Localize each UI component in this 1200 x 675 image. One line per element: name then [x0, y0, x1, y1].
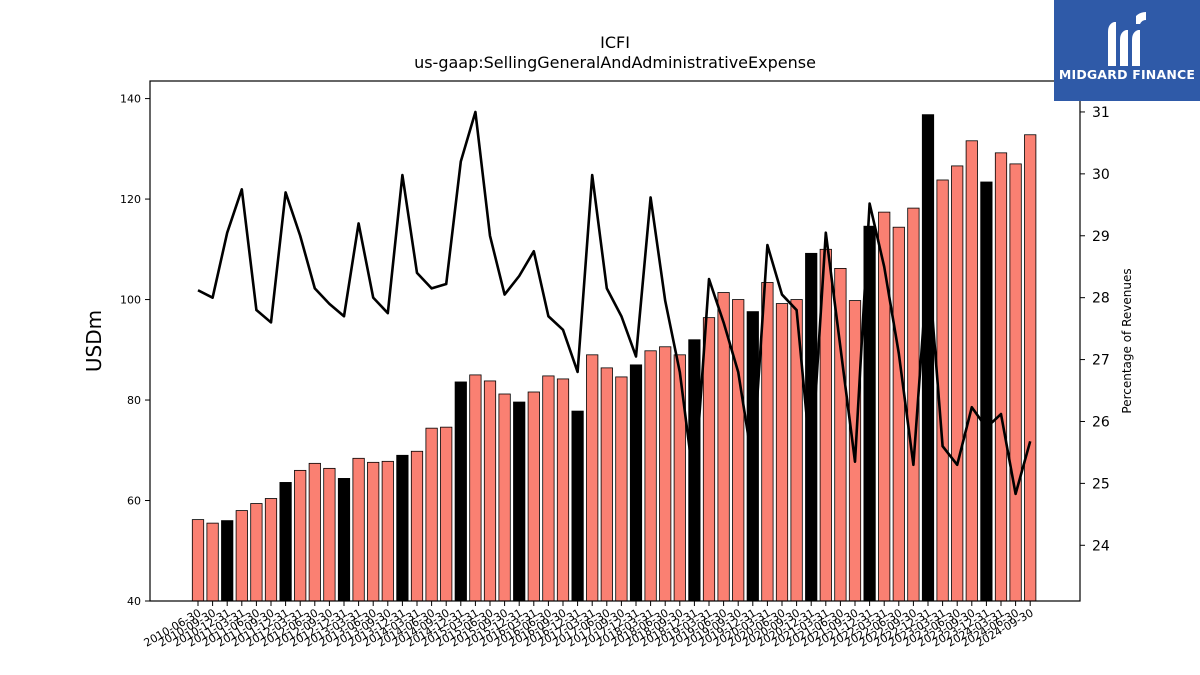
- y2-tick-label: 30: [1092, 167, 1110, 183]
- bar-2016-09-30: [556, 378, 570, 602]
- plot-frame: [149, 80, 1081, 602]
- bar-2011-09-30: [264, 498, 278, 602]
- brand-logo: MIDGARD FINANCE: [1054, 0, 1200, 101]
- bar-2012-09-30: [323, 467, 336, 602]
- bar-2019-03-31: [702, 317, 716, 602]
- bar-2014-03-31: [410, 450, 424, 602]
- y2-tick-label: 26: [1092, 414, 1110, 430]
- y2-tick-label: 27: [1092, 353, 1110, 369]
- y-axis-label: USDm: [82, 310, 106, 372]
- y2-tick-label: 24: [1092, 538, 1110, 554]
- y2-tick-label: 28: [1092, 291, 1110, 307]
- percentage-line: [197, 110, 1032, 496]
- bar-2016-12-31: [571, 410, 584, 602]
- bar-2018-09-30: [673, 354, 686, 602]
- bar-2017-03-31: [586, 354, 599, 602]
- y-tick-label: 60: [127, 495, 141, 508]
- bar-2011-06-30: [250, 503, 263, 602]
- bar-2014-12-31: [454, 381, 467, 602]
- y-axis-left: 40 60 80 100 120 140: [120, 93, 150, 608]
- bar-2014-09-30: [440, 426, 453, 602]
- bar-2023-09-30: [965, 140, 978, 602]
- bar-2013-03-31: [352, 457, 365, 602]
- bar-2017-06-30: [600, 367, 613, 602]
- bar-2022-06-30: [892, 226, 905, 602]
- logo-icon: [1108, 12, 1146, 66]
- bar-2015-12-31: [513, 401, 526, 602]
- bar-2018-06-30: [659, 346, 672, 602]
- bar-2012-12-31: [337, 478, 351, 602]
- x-axis: 2010-06-302010-09-302010-12-312011-03-31…: [142, 601, 1036, 650]
- y-tick-label: 100: [120, 294, 141, 307]
- y2-axis-label: Percentage of Revenues: [1120, 268, 1134, 413]
- y2-tick-label: 31: [1092, 105, 1110, 121]
- bar-2023-06-30: [951, 165, 964, 602]
- y-tick-label: 80: [127, 394, 141, 407]
- bar-2019-09-30: [732, 299, 745, 602]
- logo-text: MIDGARD FINANCE: [1058, 67, 1196, 82]
- bar-2012-06-30: [308, 462, 321, 602]
- chart-subtitle: us-gaap:SellingGeneralAndAdministrativeE…: [414, 53, 816, 72]
- bar-2015-06-30: [483, 380, 497, 602]
- y-axis-right: 24 25 26 27 28 29 30 31: [1080, 105, 1110, 554]
- bar-2016-03-31: [527, 391, 540, 602]
- bar-2015-03-31: [469, 374, 482, 602]
- bar-2022-12-31: [921, 114, 935, 602]
- y-tick-label: 120: [120, 193, 141, 206]
- bar-2016-06-30: [542, 375, 555, 602]
- bar-2011-03-31: [235, 510, 248, 602]
- y-tick-label: 40: [127, 595, 141, 608]
- bar-2023-12-31: [980, 181, 993, 602]
- bar-2010-06-30: [191, 519, 205, 602]
- y2-tick-label: 25: [1092, 476, 1110, 492]
- bar-2017-09-30: [615, 376, 628, 602]
- y-tick-label: 140: [120, 93, 141, 106]
- bar-2014-06-30: [425, 427, 438, 602]
- chart-title: ICFI: [600, 33, 630, 52]
- bar-series: [191, 114, 1037, 602]
- bar-2024-09-30: [1024, 134, 1037, 602]
- bar-2024-06-30: [1009, 163, 1022, 602]
- bar-2013-09-30: [381, 460, 394, 602]
- bar-2020-06-30: [775, 303, 789, 602]
- bar-2010-09-30: [206, 522, 219, 602]
- bar-2020-03-31: [761, 282, 774, 602]
- bar-2018-03-31: [644, 350, 657, 602]
- bar-2012-03-31: [294, 469, 307, 602]
- bar-2011-12-31: [279, 482, 292, 602]
- bar-2024-03-31: [994, 152, 1008, 602]
- bar-2010-12-31: [221, 520, 234, 602]
- bar-2013-06-30: [367, 461, 380, 602]
- bar-2013-12-31: [396, 454, 409, 602]
- y2-tick-label: 29: [1092, 229, 1110, 245]
- bar-2015-09-30: [498, 393, 511, 602]
- bar-2017-12-31: [629, 364, 643, 602]
